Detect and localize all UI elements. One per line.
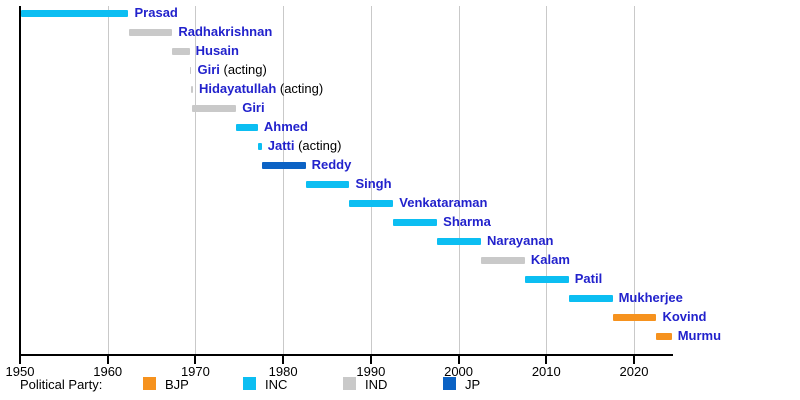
x-axis-tick-label: 1950: [5, 364, 35, 379]
term-bar-jatti: [257, 143, 262, 150]
acting-suffix: (acting): [219, 62, 267, 77]
president-label-patil[interactable]: Patil: [575, 271, 602, 287]
term-bar-kalam: [481, 257, 525, 264]
x-axis-tick: [457, 356, 460, 364]
president-label-sharma[interactable]: Sharma: [443, 214, 491, 230]
president-label-giri[interactable]: Giri: [242, 100, 264, 116]
president-label-prasad[interactable]: Prasad: [135, 5, 178, 21]
x-axis-tick: [282, 356, 285, 364]
term-bar-radhakrishnan: [128, 29, 173, 36]
president-name[interactable]: Prasad: [134, 5, 178, 20]
president-name[interactable]: Radhakrishnan: [178, 24, 273, 39]
legend-swatch-bjp: [143, 377, 156, 390]
legend-swatch-inc: [243, 377, 256, 390]
x-axis-tick-label: 2010: [531, 364, 561, 379]
x-axis-tick: [106, 356, 109, 364]
x-axis-tick-label: 2020: [619, 364, 649, 379]
term-bar-kovind: [612, 314, 657, 321]
x-axis-tick-label: 2000: [444, 364, 474, 379]
x-axis-tick-label: 1990: [356, 364, 386, 379]
decade-gridline: [195, 6, 197, 354]
president-label-giri[interactable]: Giri (acting): [197, 62, 266, 78]
legend-label-inc: INC: [265, 377, 288, 392]
term-bar-husain: [172, 48, 190, 55]
y-axis-line: [19, 6, 21, 356]
president-name[interactable]: Ahmed: [263, 119, 308, 134]
president-name[interactable]: Hidayatullah: [198, 81, 277, 96]
president-label-ahmed[interactable]: Ahmed: [264, 119, 308, 135]
x-axis-tick: [19, 356, 21, 364]
term-bar-patil: [524, 276, 569, 283]
term-bar-singh: [305, 181, 350, 188]
president-name[interactable]: Patil: [574, 271, 603, 286]
president-label-mukherjee[interactable]: Mukherjee: [619, 290, 683, 306]
president-label-reddy[interactable]: Reddy: [312, 157, 352, 173]
acting-suffix: (acting): [294, 138, 342, 153]
x-axis-line: [19, 354, 673, 356]
president-label-hidayatullah[interactable]: Hidayatullah (acting): [199, 81, 323, 97]
term-bar-reddy: [261, 162, 306, 169]
x-axis-tick: [194, 356, 197, 364]
president-label-kalam[interactable]: Kalam: [531, 252, 570, 268]
president-name[interactable]: Giri: [197, 62, 220, 77]
decade-gridline: [283, 6, 285, 354]
president-name[interactable]: Singh: [355, 176, 392, 191]
president-name[interactable]: Reddy: [311, 157, 352, 172]
legend-label-jp: JP: [465, 377, 481, 392]
president-label-radhakrishnan[interactable]: Radhakrishnan: [178, 24, 272, 40]
president-name[interactable]: Narayanan: [487, 233, 554, 248]
term-bar-sharma: [393, 219, 438, 226]
president-name[interactable]: Husain: [195, 43, 239, 58]
president-name[interactable]: Jatti: [267, 138, 295, 153]
term-bar-ahmed: [236, 124, 258, 131]
president-name[interactable]: Venkataraman: [399, 195, 488, 210]
decade-gridline: [546, 6, 548, 354]
president-name[interactable]: Giri: [242, 100, 265, 115]
x-axis-tick: [369, 356, 372, 364]
president-label-murmu[interactable]: Murmu: [678, 328, 721, 344]
president-label-husain[interactable]: Husain: [196, 43, 239, 59]
legend-label-ind: IND: [365, 377, 388, 392]
acting-suffix: (acting): [276, 81, 324, 96]
president-name[interactable]: Kovind: [662, 309, 707, 324]
term-bar-venkataraman: [349, 200, 394, 207]
term-bar-giri: [192, 105, 237, 112]
legend-swatch-jp: [443, 377, 456, 390]
president-label-jatti[interactable]: Jatti (acting): [268, 138, 342, 154]
decade-gridline: [633, 6, 635, 354]
term-bar-narayanan: [437, 238, 481, 245]
president-name[interactable]: Mukherjee: [618, 290, 683, 305]
legend-title: Political Party:: [20, 377, 103, 392]
president-label-singh[interactable]: Singh: [355, 176, 391, 192]
decade-gridline: [458, 6, 460, 354]
president-name[interactable]: Kalam: [530, 252, 570, 267]
president-name[interactable]: Murmu: [677, 328, 722, 343]
x-axis-tick: [632, 356, 635, 364]
legend-swatch-ind: [343, 377, 356, 390]
president-name[interactable]: Sharma: [443, 214, 491, 229]
decade-gridline: [370, 6, 372, 354]
term-bar-giri: [189, 67, 192, 74]
term-bar-prasad: [20, 10, 129, 17]
term-bar-mukherjee: [568, 295, 613, 302]
term-bar-murmu: [656, 333, 672, 340]
president-label-venkataraman[interactable]: Venkataraman: [399, 195, 487, 211]
x-axis-tick-label: 1980: [268, 364, 298, 379]
decade-gridline: [107, 6, 109, 354]
president-label-kovind[interactable]: Kovind: [662, 309, 706, 325]
term-bar-hidayatullah: [191, 86, 193, 93]
x-axis-tick: [545, 356, 548, 364]
president-label-narayanan[interactable]: Narayanan: [487, 233, 553, 249]
x-axis-tick-label: 1960: [93, 364, 123, 379]
legend-label-bjp: BJP: [165, 377, 189, 392]
x-axis-tick-label: 1970: [180, 364, 210, 379]
